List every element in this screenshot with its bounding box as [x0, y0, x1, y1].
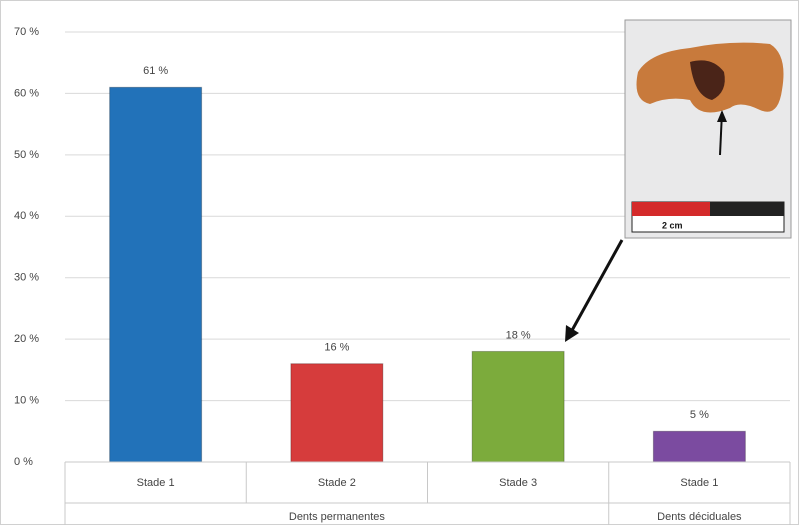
y-tick-label: 40 %	[14, 210, 39, 222]
y-tick-label: 20 %	[14, 333, 39, 345]
group-label: Dents permanentes	[289, 511, 385, 523]
y-tick-label: 30 %	[14, 272, 39, 284]
specimen-lesion	[690, 60, 725, 100]
x-tick-label: Stade 1	[137, 477, 175, 489]
y-tick-label: 50 %	[14, 149, 39, 161]
y-tick-label: 60 %	[14, 87, 39, 99]
ruler-red	[632, 202, 710, 216]
pointer-arrow	[568, 239, 624, 335]
value-label: 5 %	[690, 409, 709, 421]
pointer-arrowhead	[565, 325, 579, 342]
y-tick-label: 70 %	[14, 26, 39, 38]
bar	[109, 86, 203, 463]
bar	[652, 430, 746, 463]
value-label: 61 %	[143, 65, 168, 77]
value-label: 18 %	[506, 329, 531, 341]
y-tick-label: 0 %	[14, 456, 33, 468]
inset-photo: 2 cm	[624, 19, 792, 239]
x-tick-label: Stade 3	[499, 477, 537, 489]
y-tick-label: 10 %	[14, 394, 39, 406]
group-label: Dents déciduales	[657, 511, 742, 523]
x-tick-label: Stade 2	[318, 477, 356, 489]
value-label: 16 %	[324, 342, 349, 354]
bar	[290, 363, 384, 463]
scale-label: 2 cm	[662, 220, 683, 230]
bar	[471, 350, 565, 463]
photo-arrowhead	[717, 110, 727, 122]
ruler-dark	[710, 202, 784, 216]
x-tick-label: Stade 1	[680, 477, 718, 489]
